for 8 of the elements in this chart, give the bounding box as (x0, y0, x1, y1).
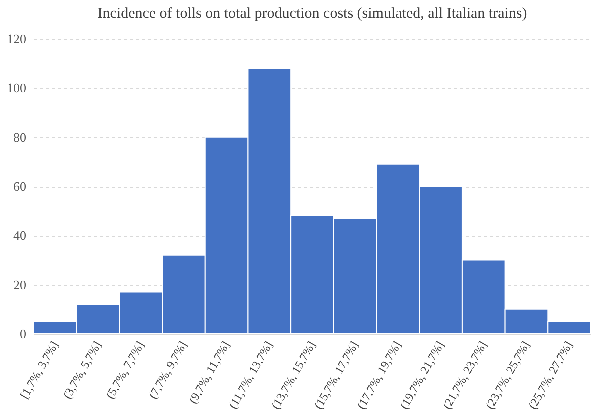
y-tick-label: 100 (7, 80, 26, 96)
y-tick-label: 60 (14, 179, 26, 194)
chart-title: Incidence of tolls on total production costs (simulated, all Italian trains) (98, 6, 528, 22)
y-tick-label: 0 (20, 326, 26, 342)
y-tick-label: 40 (14, 228, 26, 244)
y-tick-label: 80 (14, 130, 26, 145)
y-tick-label: 20 (14, 277, 26, 292)
y-tick-label: 120 (7, 32, 26, 46)
